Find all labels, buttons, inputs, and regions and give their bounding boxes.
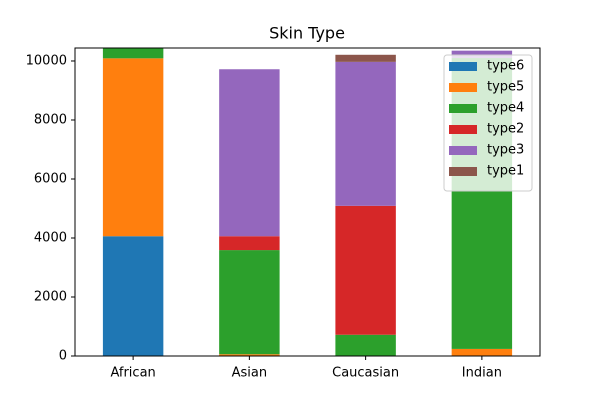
- legend-label: type2: [487, 122, 524, 137]
- bar-segment: [102, 58, 164, 237]
- y-tick-label: 0: [59, 349, 67, 364]
- legend-swatch: [449, 125, 477, 134]
- bar-segment: [102, 48, 164, 59]
- bar-segment: [451, 50, 513, 59]
- x-tick-label: Caucasian: [332, 366, 399, 381]
- x-tick-label: Indian: [462, 366, 502, 381]
- bar-segment: [219, 69, 280, 237]
- legend-label: type1: [487, 164, 524, 179]
- y-tick-label: 2000: [34, 289, 67, 304]
- legend-label: type6: [487, 59, 524, 74]
- y-tick-label: 6000: [34, 171, 67, 186]
- bar-segment: [335, 205, 396, 335]
- x-tick-label: Asian: [232, 366, 267, 381]
- legend-label: type4: [487, 101, 524, 116]
- legend-label: type5: [487, 80, 524, 95]
- y-tick-label: 10000: [26, 53, 67, 68]
- chart-title: Skin Type: [269, 24, 345, 43]
- bar-segment: [451, 348, 513, 356]
- legend-swatch: [449, 146, 477, 155]
- y-tick-label: 4000: [34, 230, 67, 245]
- bar-segment: [335, 334, 396, 356]
- y-tick-label: 8000: [34, 112, 67, 127]
- bar-segment: [335, 54, 396, 62]
- axes-frame: [74, 47, 541, 357]
- bar-segment: [219, 236, 280, 251]
- legend-swatch: [449, 104, 477, 113]
- bar-segment: [102, 236, 164, 356]
- bar-segment: [219, 354, 280, 356]
- bar-segment: [219, 250, 280, 355]
- x-tick-label: African: [110, 366, 155, 381]
- legend-swatch: [449, 167, 477, 176]
- legend-swatch: [449, 83, 477, 92]
- bar-segment: [335, 61, 396, 206]
- legend-swatch: [449, 62, 477, 71]
- legend-label: type3: [487, 143, 524, 158]
